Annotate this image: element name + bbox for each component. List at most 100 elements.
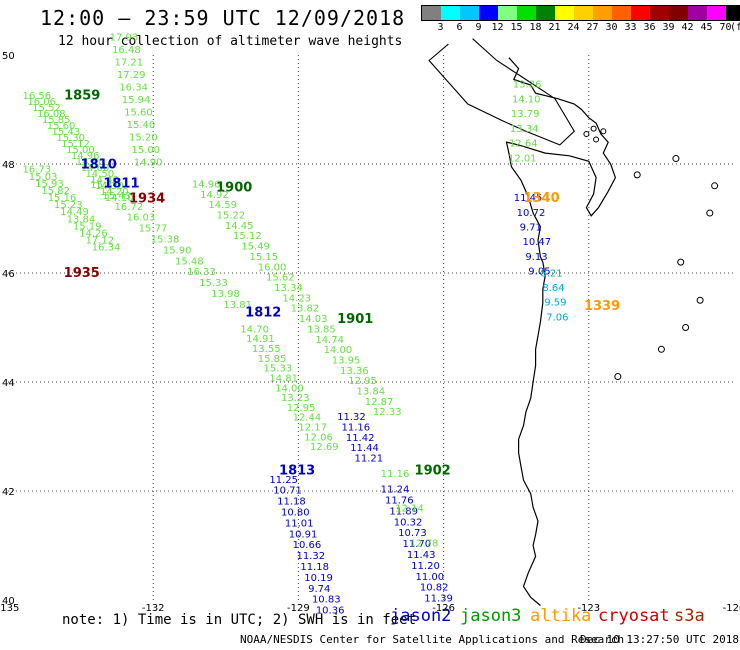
y-tick-label: 40 <box>2 596 15 607</box>
x-tick-label: -129 <box>287 603 310 614</box>
wave-height-value: 8.21 <box>540 268 562 279</box>
wave-height-value: 14.10 <box>105 193 134 204</box>
wave-height-value: 15.60 <box>47 121 76 132</box>
inland-lake <box>711 182 719 190</box>
pass-label: 1935 <box>64 266 100 281</box>
color-scale-label: 3 <box>437 22 444 33</box>
x-tick-label: -135 <box>0 603 19 614</box>
color-scale-label: 33 <box>624 22 637 33</box>
wave-height-value: 14.92 <box>200 190 229 201</box>
color-scale-label: 70 <box>719 22 732 33</box>
inland-lake <box>682 324 690 331</box>
wave-height-value: 11.76 <box>385 496 414 507</box>
wave-height-value: 15.43 <box>102 191 131 202</box>
wave-height-value: 15.62 <box>266 273 295 284</box>
footer-credit: NOAA/NESDIS Center for Satellite Applica… <box>240 633 625 646</box>
wave-height-value: 11.70 <box>402 539 431 550</box>
color-scale-label: 36 <box>643 22 656 33</box>
wave-height-value: 10.71 <box>273 486 302 497</box>
wave-height-value: 10.73 <box>398 528 427 539</box>
color-scale-label: 15 <box>510 22 523 33</box>
island <box>600 128 607 135</box>
wave-height-value: 15.60 <box>124 107 153 118</box>
wave-height-value: 14.70 <box>240 324 269 335</box>
wave-height-value: 13.81 <box>223 300 252 311</box>
wave-height-value: 14.81 <box>269 373 298 384</box>
wave-height-value: 13.82 <box>291 304 320 315</box>
color-swatch <box>688 6 707 20</box>
wave-height-value: 11.43 <box>407 550 436 561</box>
pass-label: 1812 <box>245 306 281 321</box>
wave-height-value: 11.00 <box>416 572 445 583</box>
x-tick-label: -132 <box>142 603 165 614</box>
color-scale-label: 6 <box>456 22 463 33</box>
color-scale-label: 42 <box>681 22 694 33</box>
color-swatch <box>593 6 612 20</box>
wave-height-value: 15.33 <box>264 364 293 375</box>
y-tick-label: 48 <box>2 160 15 171</box>
wave-height-value: 15.38 <box>151 234 180 245</box>
vancouver-island-coast <box>428 38 575 146</box>
wave-height-value: 15.03 <box>29 172 58 183</box>
wave-height-value: 11.24 <box>381 485 410 496</box>
wave-height-value: 7.06 <box>546 312 568 323</box>
wave-height-value: 16.33 <box>187 267 216 278</box>
color-scale-label: 24 <box>567 22 580 33</box>
inland-lake <box>677 258 685 266</box>
wave-height-value: 12.69 <box>310 442 339 453</box>
wave-height-value: 16.34 <box>92 243 121 254</box>
wave-height-value: 17.21 <box>114 57 143 68</box>
wave-height-value: 14.96 <box>192 179 221 190</box>
wave-height-value: 12.95 <box>287 403 316 414</box>
wave-height-value: 15.40 <box>127 120 156 131</box>
pass-label: 1340 <box>523 191 559 206</box>
wave-height-value: 15.90 <box>163 245 192 256</box>
color-swatch <box>441 6 460 20</box>
wave-height-value: 15.85 <box>42 115 71 126</box>
wave-height-value: 15.16 <box>48 193 77 204</box>
color-scale-unit: (ft) <box>729 22 740 33</box>
wave-height-value: 14.74 <box>315 335 344 346</box>
color-swatch <box>726 6 740 20</box>
wave-height-value: 15.94 <box>122 95 151 106</box>
wave-height-value: 11.32 <box>337 412 366 423</box>
wave-height-value: 9.13 <box>525 252 547 263</box>
color-swatch <box>650 6 669 20</box>
wave-height-value: 15.43 <box>52 127 81 138</box>
pass-label: 1934 <box>129 192 165 207</box>
wave-height-value: 10.82 <box>420 583 449 594</box>
map-title: 12:00 – 23:59 UTC 12/09/2018 <box>40 6 406 30</box>
wave-height-value: 12.78 <box>410 539 439 550</box>
wave-height-value: 10.72 <box>517 208 546 219</box>
wave-height-value: 11.42 <box>346 433 375 444</box>
wave-height-value: 11.21 <box>355 454 384 465</box>
wave-height-value: 11.01 <box>285 518 314 529</box>
wave-height-value: 14.45 <box>225 221 254 232</box>
wave-height-value: 11.20 <box>411 561 440 572</box>
wave-height-value: 12.14 <box>395 504 424 515</box>
wave-height-value: 15.00 <box>66 145 95 156</box>
wave-height-value: 15.49 <box>241 242 270 253</box>
color-scale-label: 39 <box>662 22 675 33</box>
wave-height-value: 11.32 <box>296 551 325 562</box>
inland-lake <box>672 155 680 163</box>
wave-height-value: 12.17 <box>298 423 327 434</box>
x-tick-label: -123 <box>577 603 600 614</box>
wave-height-value: 11.44 <box>350 443 379 454</box>
wave-height-value: 14.60 <box>81 163 110 174</box>
wave-height-value: 13.34 <box>274 283 303 294</box>
wave-height-value: 14.80 <box>76 157 105 168</box>
pass-label: 1810 <box>81 157 117 172</box>
wave-height-value: 14.49 <box>60 207 89 218</box>
wave-height-value: 17.29 <box>117 70 146 81</box>
color-scale-label: 12 <box>491 22 504 33</box>
wave-height-value: 14.59 <box>208 200 237 211</box>
wave-height-value: 15.48 <box>175 256 204 267</box>
color-swatch <box>536 6 555 20</box>
wave-height-value: 14.40 <box>90 175 119 186</box>
color-scale-label: 30 <box>605 22 618 33</box>
wave-height-value: 15.30 <box>56 133 85 144</box>
wave-height-value: 9.05 <box>528 267 550 278</box>
wave-height-value: 13.79 <box>511 109 540 120</box>
wave-height-value: 12.64 <box>509 139 538 150</box>
